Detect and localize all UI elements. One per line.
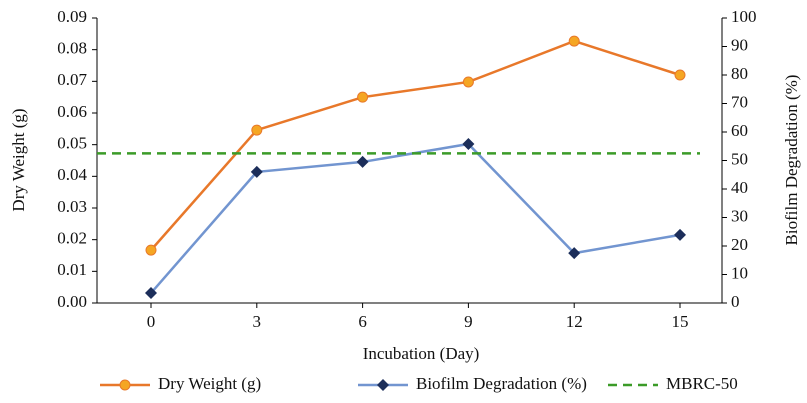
y-axis-title: Dry Weight (g) <box>9 108 28 211</box>
y2-tick-label: 40 <box>731 178 748 197</box>
data-point <box>145 287 157 300</box>
y-tick-label: 0.07 <box>57 70 87 89</box>
data-point <box>462 76 474 88</box>
y2-tick-label: 0 <box>731 292 740 311</box>
data-point <box>568 35 580 47</box>
y2-tick-label: 50 <box>731 149 748 168</box>
x-axis-title: Incubation (Day) <box>363 344 480 363</box>
legend-label: Dry Weight (g) <box>158 374 261 393</box>
legend-label: Biofilm Degradation (%) <box>416 374 587 393</box>
legend-label: MBRC-50 <box>666 374 738 393</box>
data-point <box>251 124 263 136</box>
y-tick-label: 0.03 <box>57 197 87 216</box>
x-tick-label: 12 <box>566 312 583 331</box>
data-point <box>357 91 369 103</box>
y-tick-label: 0.02 <box>57 229 87 248</box>
y2-tick-label: 30 <box>731 206 748 225</box>
data-point <box>674 228 686 241</box>
y2-tick-label: 10 <box>731 263 748 282</box>
y-tick-label: 0.00 <box>57 292 87 311</box>
y2-tick-label: 90 <box>731 35 748 54</box>
y2-tick-label: 100 <box>731 7 757 26</box>
y2-tick-label: 70 <box>731 92 748 111</box>
legend-marker <box>377 379 389 391</box>
x-tick-label: 15 <box>672 312 689 331</box>
x-tick-label: 6 <box>358 312 367 331</box>
y2-tick-label: 20 <box>731 235 748 254</box>
series-line <box>150 142 681 294</box>
y2-tick-label: 60 <box>731 121 748 140</box>
x-tick-label: 0 <box>147 312 156 331</box>
data-point <box>356 155 369 168</box>
data-point <box>462 137 475 150</box>
data-point <box>250 165 263 178</box>
x-tick-label: 9 <box>464 312 473 331</box>
y-tick-label: 0.01 <box>57 260 87 279</box>
y2-tick-label: 80 <box>731 64 748 83</box>
y-tick-label: 0.04 <box>57 165 87 184</box>
x-tick-label: 3 <box>253 312 262 331</box>
y-tick-label: 0.08 <box>57 39 87 58</box>
data-point <box>568 247 581 260</box>
y-tick-label: 0.06 <box>57 102 87 121</box>
y2-axis-title: Biofilm Degradation (%) <box>782 75 801 246</box>
y-tick-label: 0.09 <box>57 7 87 26</box>
data-point <box>145 244 157 256</box>
series-line <box>150 39 681 251</box>
data-point <box>674 69 686 81</box>
y-tick-label: 0.05 <box>57 134 87 153</box>
legend-marker <box>119 379 131 391</box>
